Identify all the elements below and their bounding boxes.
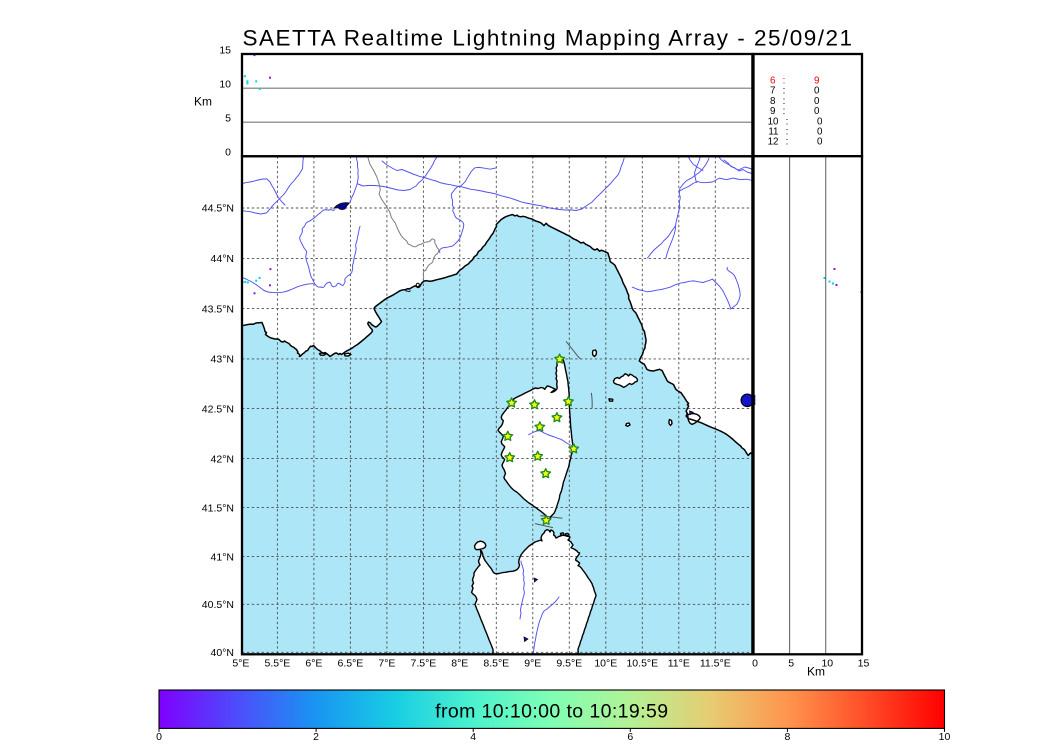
svg-text:9: 9 <box>770 106 775 117</box>
svg-text:7: 7 <box>770 86 775 97</box>
svg-text:40°N: 40°N <box>211 647 234 659</box>
svg-text::: : <box>783 86 786 97</box>
svg-text:6.5°E: 6.5°E <box>337 658 363 670</box>
svg-text:6: 6 <box>770 76 776 87</box>
svg-text:5°E: 5°E <box>232 658 249 670</box>
svg-text:10°E: 10°E <box>594 658 617 670</box>
svg-text:10: 10 <box>768 116 779 127</box>
svg-text:42°N: 42°N <box>211 453 234 465</box>
svg-text:10: 10 <box>821 658 833 670</box>
svg-text:SAETTA Realtime Lightning Mapp: SAETTA Realtime Lightning Mapping Array … <box>242 26 853 51</box>
svg-text:6: 6 <box>627 731 633 743</box>
svg-text:Km: Km <box>807 665 825 679</box>
svg-text:2: 2 <box>313 731 319 743</box>
svg-text:5: 5 <box>225 113 231 125</box>
svg-text:43.5°N: 43.5°N <box>202 303 234 315</box>
svg-text:7°E: 7°E <box>378 658 395 670</box>
svg-text:11°E: 11°E <box>668 658 690 670</box>
svg-text:0: 0 <box>817 137 823 148</box>
svg-text:10: 10 <box>939 731 951 743</box>
svg-text:0: 0 <box>752 658 758 670</box>
svg-text:9.5°E: 9.5°E <box>556 658 582 670</box>
svg-text:8: 8 <box>770 96 776 107</box>
svg-text:6°E: 6°E <box>305 658 322 670</box>
svg-text:0: 0 <box>817 127 823 138</box>
svg-text:8.5°E: 8.5°E <box>483 658 509 670</box>
svg-text:8: 8 <box>784 731 790 743</box>
svg-text::: : <box>786 137 789 148</box>
svg-text::: : <box>786 116 789 127</box>
svg-text:from 10:10:00 to 10:19:59: from 10:10:00 to 10:19:59 <box>435 701 668 723</box>
svg-text:15: 15 <box>219 45 231 57</box>
svg-text:12: 12 <box>768 137 779 148</box>
svg-text::: : <box>783 96 786 107</box>
svg-text:0: 0 <box>814 96 820 107</box>
svg-text:11: 11 <box>768 127 778 138</box>
svg-text:42.5°N: 42.5°N <box>202 403 234 415</box>
svg-text:40.5°N: 40.5°N <box>202 599 234 611</box>
svg-text:4: 4 <box>470 731 476 743</box>
svg-text:0: 0 <box>156 731 162 743</box>
svg-text:5: 5 <box>788 658 794 670</box>
svg-text::: : <box>786 127 789 138</box>
svg-text:0: 0 <box>225 147 231 159</box>
svg-text:10.5°E: 10.5°E <box>626 658 658 670</box>
svg-text:41°N: 41°N <box>211 551 234 563</box>
svg-text:44°N: 44°N <box>211 253 234 265</box>
svg-text:11.5°E: 11.5°E <box>700 658 731 670</box>
svg-text:0: 0 <box>814 106 820 117</box>
svg-text:0: 0 <box>814 86 820 97</box>
svg-text:10: 10 <box>219 79 231 91</box>
svg-text::: : <box>783 76 786 87</box>
svg-text:9°E: 9°E <box>524 658 541 670</box>
svg-text:44.5°N: 44.5°N <box>202 203 234 215</box>
svg-text:7.5°E: 7.5°E <box>410 658 436 670</box>
svg-text::: : <box>783 106 786 117</box>
svg-text:0: 0 <box>817 116 823 127</box>
svg-text:Km: Km <box>194 95 212 109</box>
svg-text:15: 15 <box>858 658 870 670</box>
svg-text:43°N: 43°N <box>211 354 234 366</box>
svg-text:8°E: 8°E <box>451 658 468 670</box>
svg-text:9: 9 <box>814 76 819 87</box>
svg-text:5.5°E: 5.5°E <box>264 658 290 670</box>
svg-text:41.5°N: 41.5°N <box>202 502 234 514</box>
